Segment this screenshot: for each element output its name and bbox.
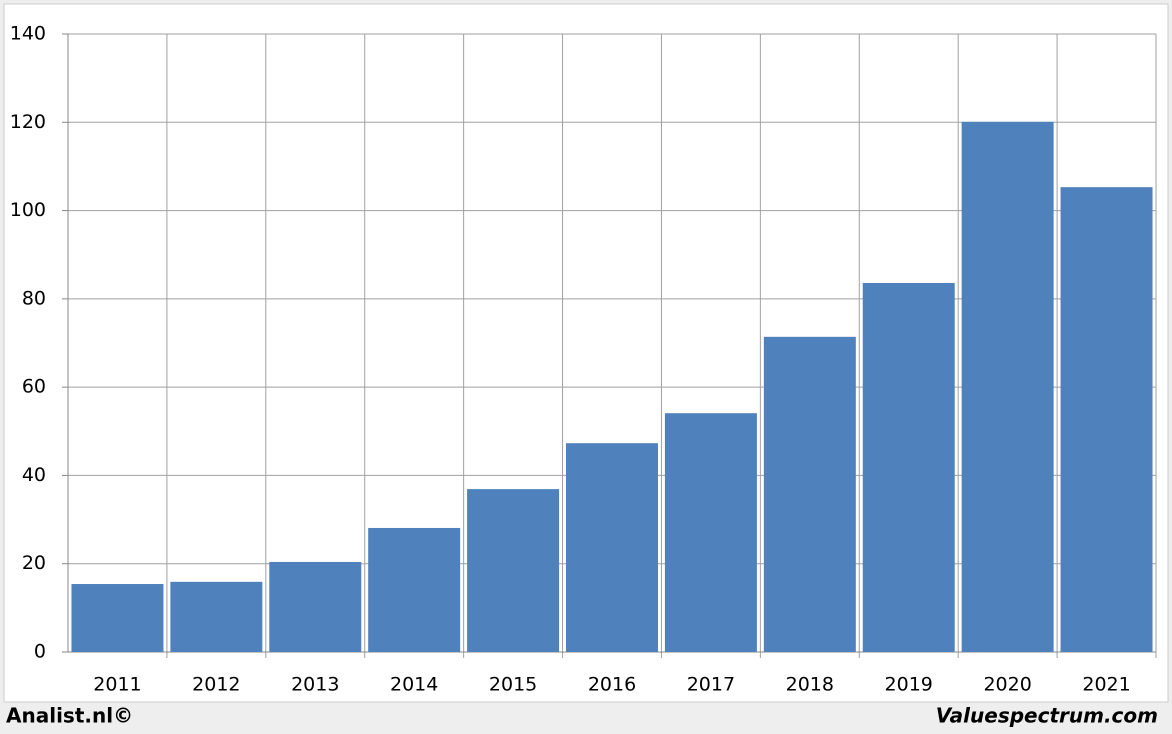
source-right: Valuespectrum.com bbox=[936, 704, 1158, 728]
y-tick-label: 100 bbox=[10, 199, 46, 221]
bar bbox=[71, 584, 164, 652]
bar bbox=[170, 581, 263, 652]
x-tick-label: 2015 bbox=[489, 674, 537, 696]
bar bbox=[664, 413, 757, 652]
y-tick-label: 0 bbox=[34, 641, 46, 663]
x-tick-label: 2020 bbox=[983, 674, 1031, 696]
bar bbox=[862, 282, 955, 652]
bar bbox=[566, 443, 658, 652]
y-tick-label: 120 bbox=[10, 111, 46, 133]
bar bbox=[269, 561, 362, 652]
y-tick-label: 80 bbox=[22, 287, 46, 309]
x-tick-label: 2018 bbox=[786, 674, 834, 696]
x-tick-label: 2011 bbox=[93, 674, 141, 696]
bar bbox=[961, 121, 1054, 652]
bar bbox=[368, 527, 461, 652]
x-tick-label: 2021 bbox=[1082, 674, 1130, 696]
source-left: Analist.nl© bbox=[6, 704, 133, 728]
y-tick-label: 60 bbox=[22, 376, 46, 398]
y-tick-label: 20 bbox=[22, 552, 46, 574]
bar bbox=[763, 336, 856, 652]
x-tick-label: 2013 bbox=[291, 674, 339, 696]
x-tick-label: 2019 bbox=[885, 674, 933, 696]
bar bbox=[1060, 187, 1153, 652]
y-tick-label: 40 bbox=[22, 464, 46, 486]
x-tick-label: 2016 bbox=[588, 674, 636, 696]
x-tick-label: 2014 bbox=[390, 674, 438, 696]
x-tick-label: 2017 bbox=[687, 674, 735, 696]
bar bbox=[467, 489, 560, 652]
x-tick-label: 2012 bbox=[192, 674, 240, 696]
y-tick-label: 140 bbox=[10, 23, 46, 45]
